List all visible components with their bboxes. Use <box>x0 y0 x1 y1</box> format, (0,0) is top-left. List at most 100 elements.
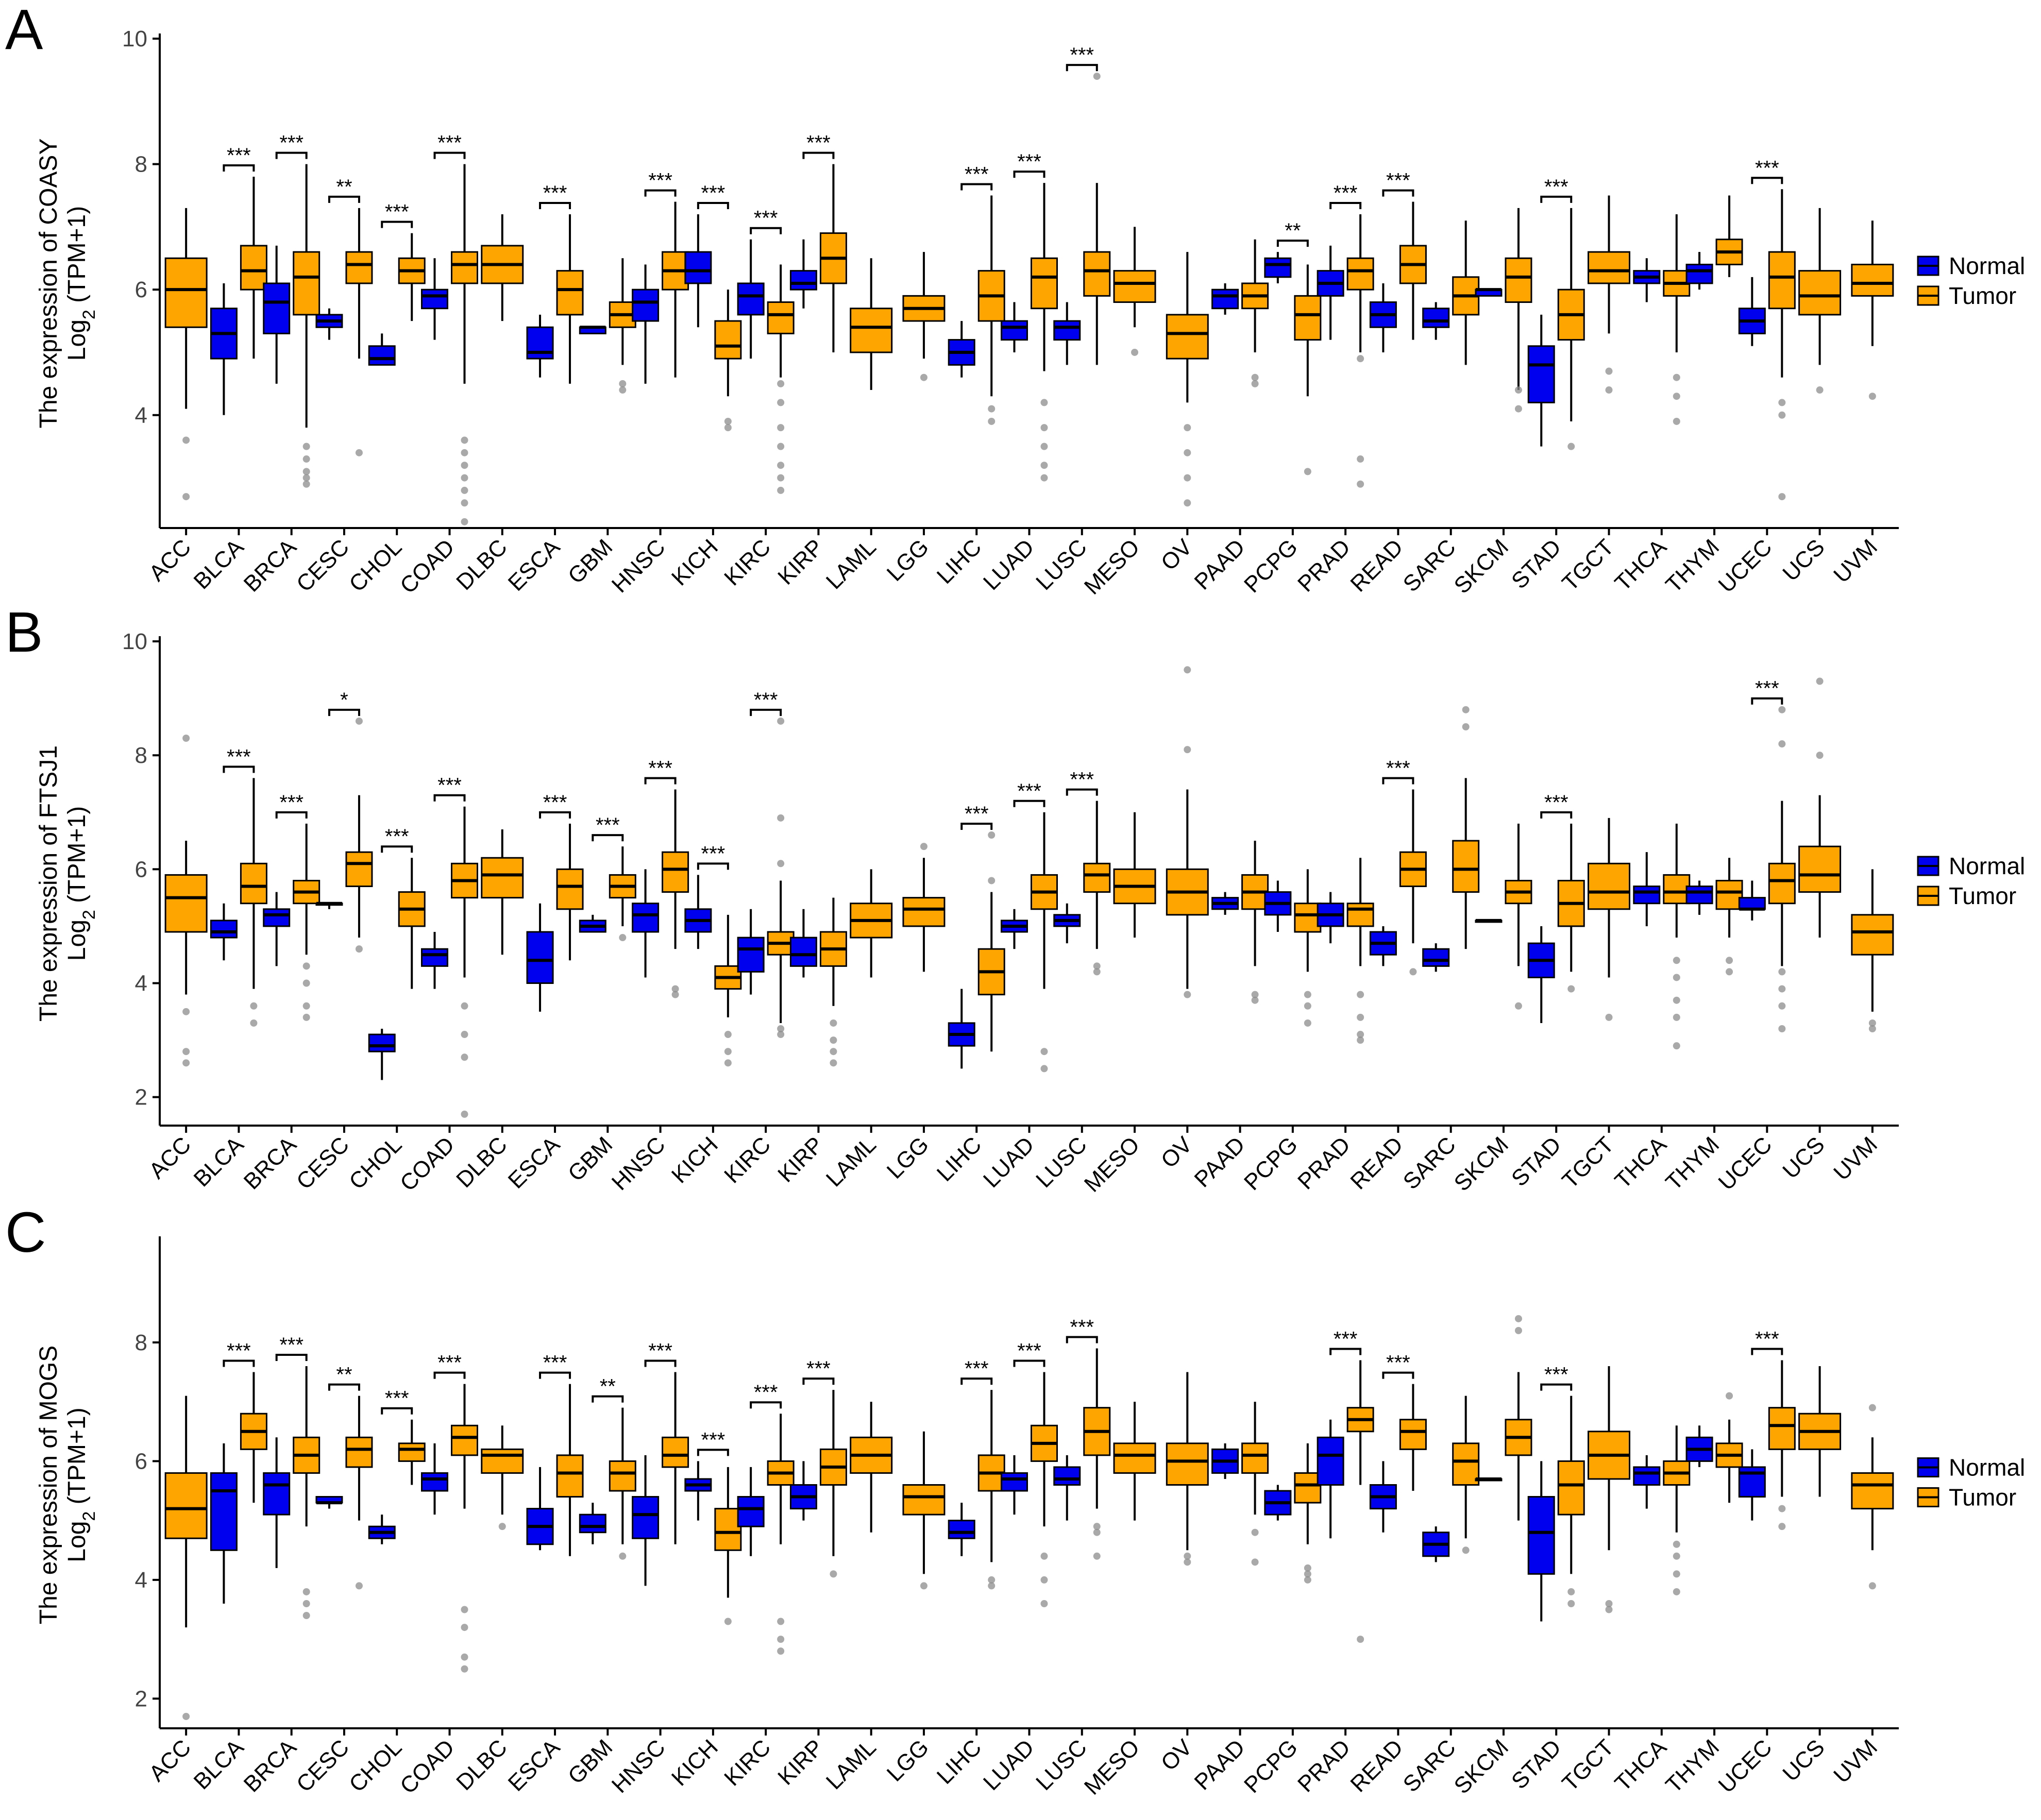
tumor-box <box>1294 903 1322 933</box>
tumor-box <box>1113 270 1156 303</box>
x-tick-label: KICH <box>667 534 723 590</box>
x-tick-label: LAML <box>821 1132 881 1192</box>
x-tick-label: LIHC <box>932 534 987 589</box>
outlier-point <box>1184 424 1191 432</box>
outlier-point <box>1605 1013 1613 1021</box>
tumor-box <box>556 270 584 316</box>
outlier-point <box>1868 1582 1876 1590</box>
outlier-point <box>1184 1552 1191 1560</box>
tumor-box <box>662 851 689 893</box>
outlier-point <box>1251 380 1259 387</box>
outlier-point <box>1514 1326 1522 1334</box>
significance-bracket <box>1540 1383 1573 1391</box>
significance-bracket <box>1329 1348 1362 1355</box>
x-tick-label: CESC <box>292 1734 354 1797</box>
significance-bracket <box>539 202 571 210</box>
x-tick-label: PCPG <box>1239 534 1303 598</box>
outlier-point <box>830 1048 837 1056</box>
x-tick-label: BRCA <box>239 1734 302 1797</box>
significance-label: *** <box>1070 44 1094 66</box>
x-tick-label: LUAD <box>979 534 1039 595</box>
y-axis-title: The expression of FTSJ1 <box>35 745 62 1022</box>
normal-box <box>1738 897 1766 910</box>
significance-bracket <box>1751 697 1783 705</box>
significance-bracket <box>960 183 993 191</box>
tumor-box <box>240 245 267 291</box>
x-tick-label: LIHC <box>932 1132 987 1186</box>
significance-label: *** <box>543 1352 567 1374</box>
tumor-box <box>1083 251 1111 297</box>
x-tick-label: KIRP <box>773 534 828 589</box>
tumor-box <box>1557 1460 1585 1516</box>
normal-box <box>948 1520 975 1539</box>
x-tick-label: ESCA <box>503 1132 565 1194</box>
outlier-point <box>1726 968 1733 976</box>
outlier-point <box>830 1036 837 1044</box>
outlier-point <box>1778 1002 1786 1010</box>
significance-bracket <box>223 164 255 172</box>
significance-label: *** <box>965 1357 989 1380</box>
tumor-box <box>1851 263 1894 297</box>
tumor-box <box>767 301 795 334</box>
outlier-point <box>1040 1576 1048 1584</box>
x-tick-label: PRAD <box>1293 534 1355 597</box>
x-tick-label: BRCA <box>239 534 302 597</box>
x-tick-label: KICH <box>667 1734 723 1791</box>
panel-letter: B <box>5 601 43 664</box>
y-tick-label: 6 <box>135 277 147 302</box>
outlier-point <box>1778 1025 1786 1032</box>
significance-label: ** <box>336 176 352 198</box>
outlier-point <box>1040 399 1048 406</box>
tumor-box <box>164 874 208 933</box>
normal-box <box>263 908 291 927</box>
x-tick-label: SKCM <box>1449 1132 1513 1196</box>
outlier-point <box>777 486 785 494</box>
x-tick-label: TGCT <box>1557 1734 1618 1796</box>
outlier-point <box>1040 1048 1048 1056</box>
significance-bracket <box>960 823 993 830</box>
outlier-point <box>830 1059 837 1067</box>
normal-box <box>1633 1466 1661 1486</box>
significance-bracket <box>750 227 782 234</box>
y-tick-label: 2 <box>135 1686 147 1711</box>
tumor-box <box>1768 862 1796 905</box>
x-tick-label: UCS <box>1778 1734 1829 1786</box>
outlier-point <box>1357 1031 1364 1039</box>
significance-bracket <box>644 777 677 785</box>
outlier-point <box>461 474 468 482</box>
outlier-point <box>1673 1570 1680 1578</box>
significance-bracket <box>644 1359 677 1367</box>
outlier-point <box>1184 666 1191 674</box>
outlier-point <box>1357 480 1364 488</box>
outlier-point <box>250 1019 258 1027</box>
y-tick-label: 4 <box>135 403 147 428</box>
outlier-point <box>302 474 310 482</box>
outlier-point <box>1409 968 1417 976</box>
normal-box <box>210 920 238 939</box>
outlier-point <box>302 443 310 450</box>
x-tick-label: KIRC <box>719 1734 775 1791</box>
outlier-point <box>724 1618 732 1625</box>
x-tick-label: LGG <box>882 1132 934 1183</box>
outlier-point <box>1673 1588 1680 1595</box>
normal-box <box>263 1472 291 1516</box>
outlier-point <box>1131 348 1139 356</box>
outlier-point <box>1251 991 1259 998</box>
normal-box <box>1053 1466 1081 1486</box>
tumor-box <box>481 1448 524 1474</box>
outlier-point <box>671 985 679 993</box>
x-tick-label: LUSC <box>1031 1132 1092 1193</box>
outlier-point <box>1816 677 1824 685</box>
outlier-point <box>1093 968 1101 976</box>
outlier-point <box>1868 393 1876 400</box>
significance-bracket <box>802 1377 835 1385</box>
outlier-point <box>1304 1002 1311 1010</box>
y-axis-title: The expression of MOGS <box>35 1346 62 1625</box>
x-tick-label: ACC <box>144 1734 196 1786</box>
tumor-box <box>1663 874 1691 905</box>
normal-box <box>684 251 712 284</box>
significance-bracket <box>539 811 571 819</box>
normal-box <box>421 288 448 310</box>
legend-tumor-label: Tumor <box>1949 882 2016 909</box>
